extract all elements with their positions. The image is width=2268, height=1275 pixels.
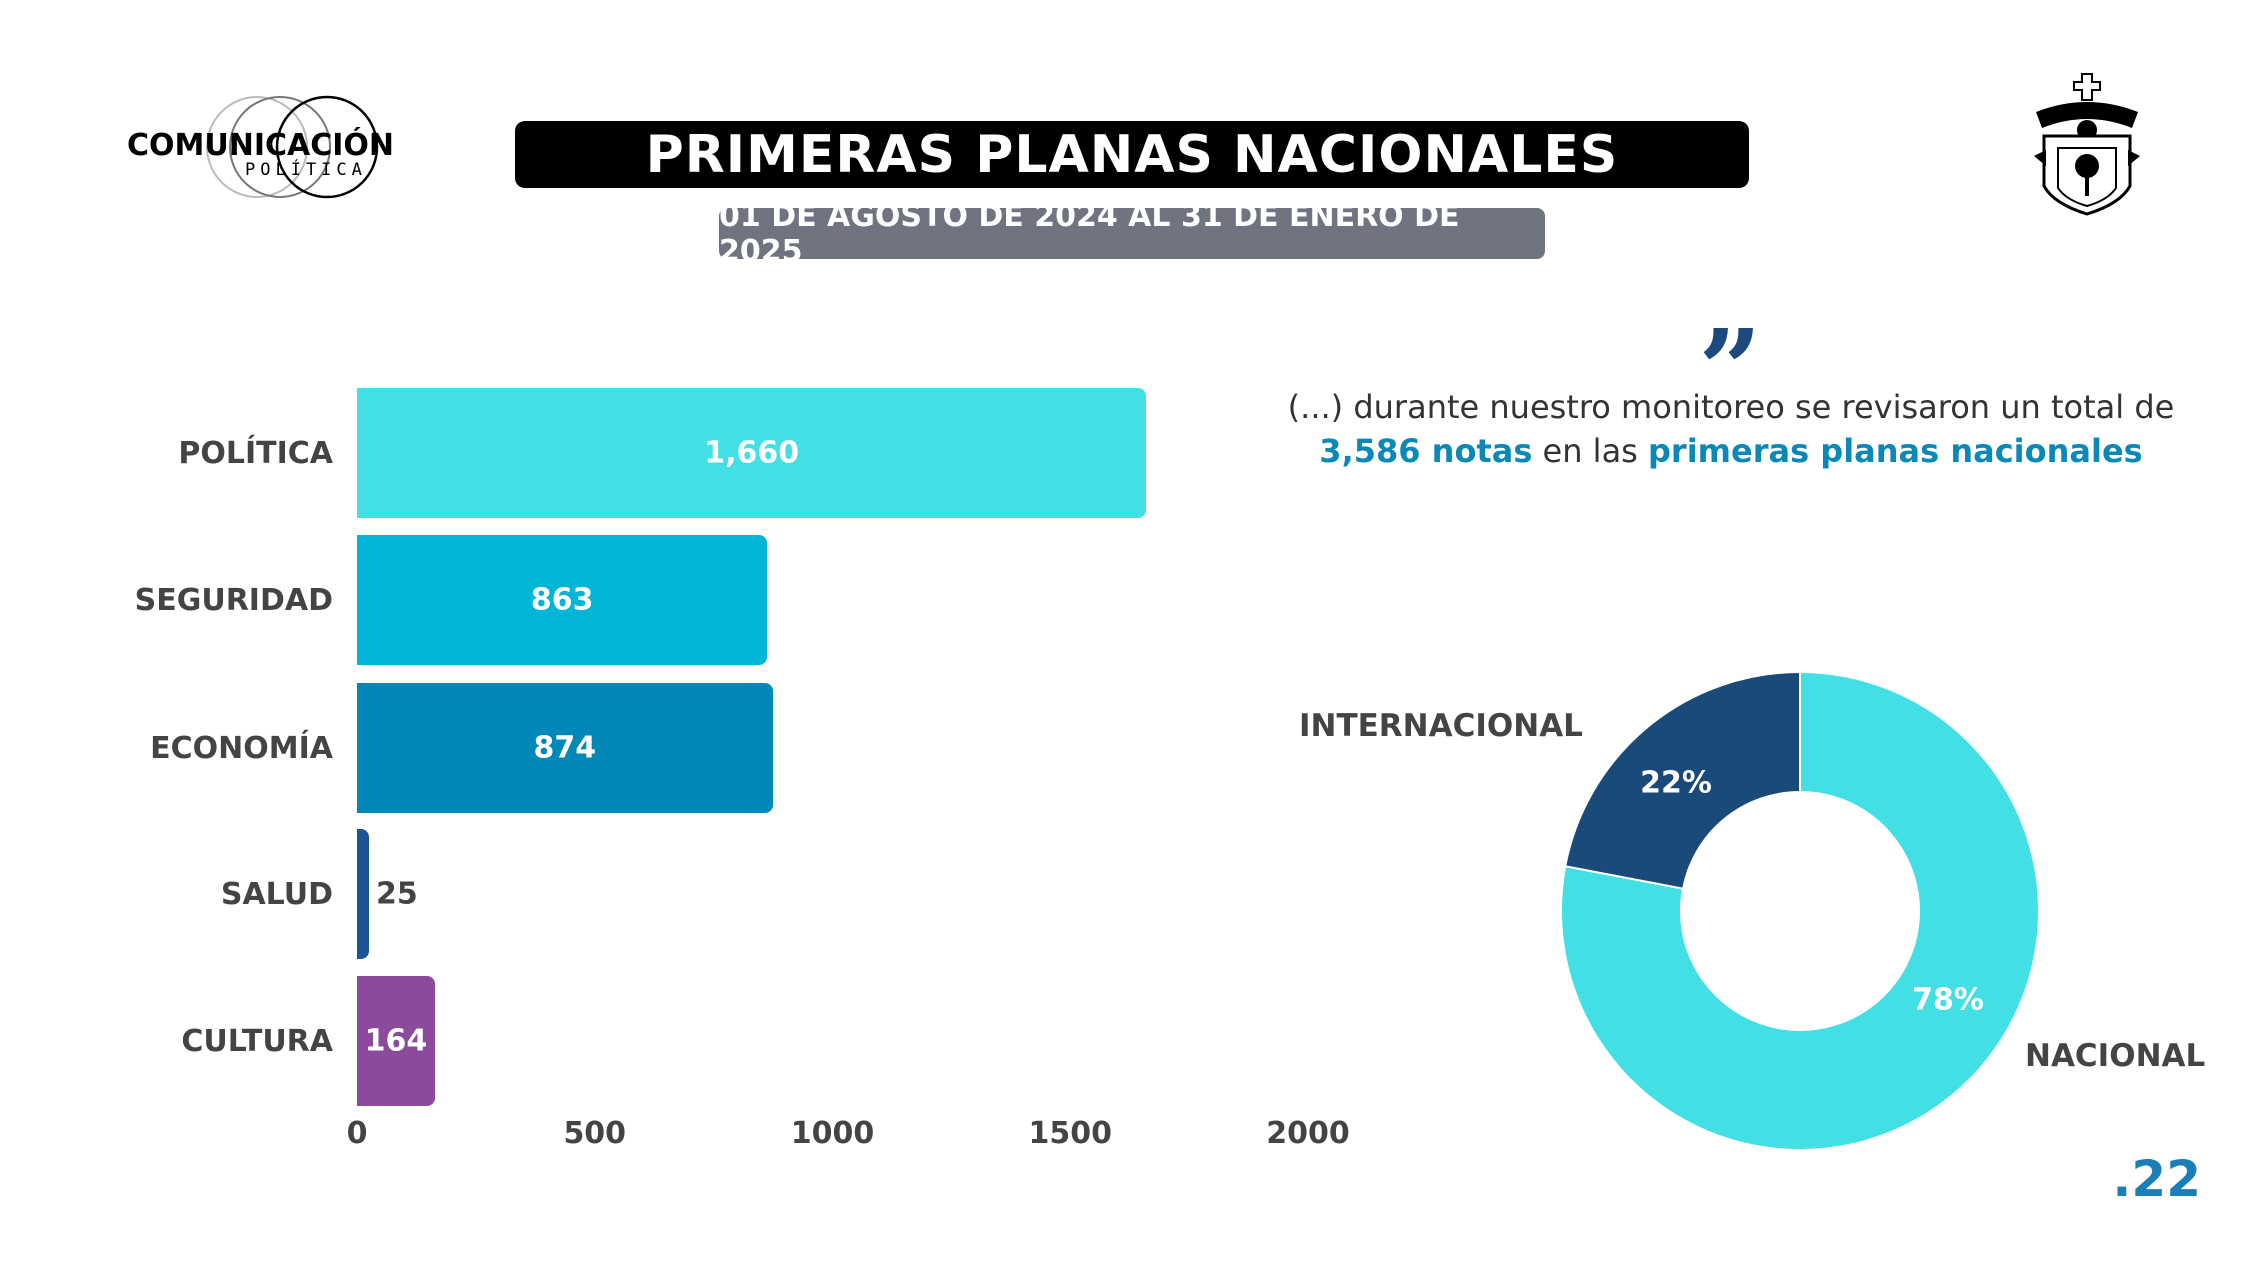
page-number: .22 [2112,1150,2201,1208]
donut-slice-internacional [1564,670,1801,890]
logo-subtext: POLÍTICA [245,160,367,180]
bar [357,829,369,959]
x-tick-label: 500 [563,1116,627,1151]
bar [357,535,768,665]
quote-highlight: primeras planas nacionales [1648,432,2143,470]
donut-value-internacional: 22% [1640,765,1712,801]
donut-slice-nacional [1560,670,2040,1151]
bar-value-label: 863 [530,582,594,618]
bar-value-label: 164 [364,1023,428,1059]
university-seal-icon [2034,73,2140,216]
quote-text: (...) durante nuestro monitoreo se revis… [1250,385,2212,473]
quote-text-mid: en las [1532,432,1649,470]
label-nacional: NACIONAL [2025,1038,2206,1074]
x-tick-label: 1500 [1028,1116,1113,1151]
bar-value-label: 25 [376,876,418,912]
bar [357,388,1147,518]
category-label: CULTURA [181,1024,333,1059]
bar [357,976,435,1106]
bar [357,683,773,813]
date-range: 01 DE AGOSTO DE 2024 AL 31 DE ENERO DE 2… [719,199,1545,269]
donut-value-nacional: 78% [1912,982,1984,1018]
category-label: POLÍTICA [178,436,333,471]
label-internacional: INTERNACIONAL [1299,708,1583,744]
category-label: SEGURIDAD [134,583,333,618]
x-tick-label: 1000 [790,1116,875,1151]
bar-value-label: 874 [533,730,597,766]
quote-text-pre: (...) durante nuestro monitoreo se revis… [1287,388,2175,426]
page-title: PRIMERAS PLANAS NACIONALES [515,121,1749,188]
category-label: ECONOMÍA [150,731,333,766]
logo-circles [206,95,379,199]
logo-text: COMUNICACIÓN [127,128,395,163]
x-tick-label: 0 [346,1116,368,1151]
bar-value-label: 1,660 [704,435,800,471]
category-label: SALUD [220,877,333,912]
total-notes: 3,586 notas [1319,432,1533,470]
x-tick-label: 2000 [1266,1116,1350,1151]
